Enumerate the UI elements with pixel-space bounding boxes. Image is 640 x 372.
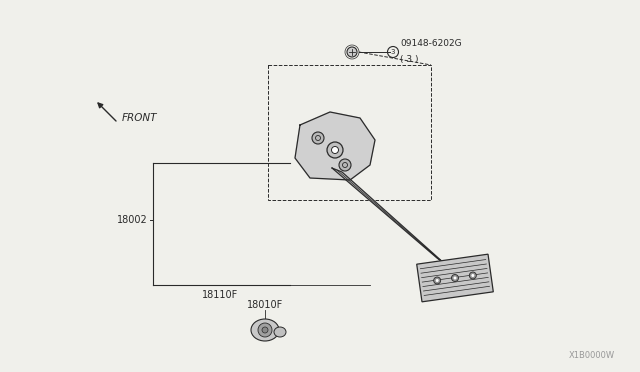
- Bar: [268, 65, 431, 200]
- Circle shape: [332, 147, 339, 154]
- Text: ( 3 ): ( 3 ): [400, 55, 419, 64]
- Text: 18110F: 18110F: [202, 290, 238, 300]
- Text: X1B0000W: X1B0000W: [569, 351, 615, 360]
- Text: 18002: 18002: [117, 215, 148, 225]
- Circle shape: [258, 323, 272, 337]
- Circle shape: [262, 327, 268, 333]
- Circle shape: [434, 277, 441, 284]
- Polygon shape: [332, 168, 445, 264]
- Circle shape: [469, 272, 476, 279]
- Text: 3: 3: [391, 49, 396, 55]
- Circle shape: [327, 142, 343, 158]
- Text: 09148-6202G: 09148-6202G: [400, 39, 461, 48]
- Ellipse shape: [251, 319, 279, 341]
- Text: FRONT: FRONT: [122, 113, 157, 123]
- Circle shape: [471, 274, 474, 277]
- Circle shape: [312, 132, 324, 144]
- Circle shape: [347, 47, 357, 57]
- Circle shape: [339, 159, 351, 171]
- Ellipse shape: [274, 327, 286, 337]
- Text: 18010F: 18010F: [247, 300, 283, 310]
- Circle shape: [454, 276, 456, 279]
- Circle shape: [436, 279, 438, 282]
- Polygon shape: [295, 112, 375, 180]
- Polygon shape: [417, 254, 493, 302]
- Circle shape: [451, 275, 458, 282]
